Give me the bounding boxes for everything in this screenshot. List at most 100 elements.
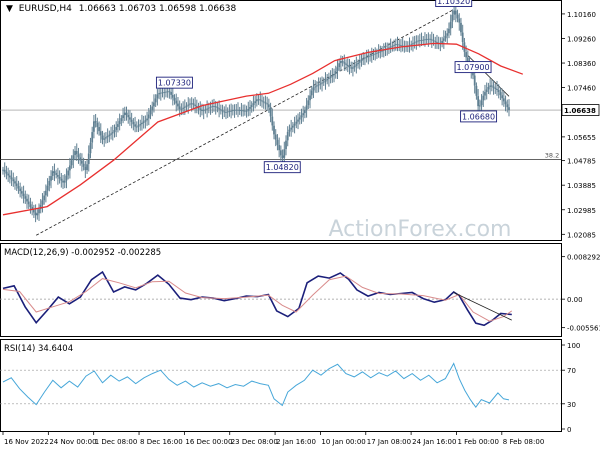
candle-body	[81, 160, 83, 164]
candle-body	[267, 104, 270, 108]
x-axis-label: 1 Dec 08:00	[95, 438, 138, 446]
candle-body	[225, 112, 227, 113]
price-annotation: 1.10320	[435, 0, 473, 7]
candle-body	[502, 98, 505, 102]
candle-body	[235, 109, 238, 111]
x-axis-label: 23 Dec 08:00	[231, 438, 278, 446]
candle-body	[355, 64, 358, 66]
candle-body	[58, 176, 61, 179]
candle-body	[283, 149, 286, 158]
candle-body	[87, 153, 90, 164]
candle-body	[331, 75, 334, 77]
candle-body	[166, 91, 169, 93]
candle-body	[364, 57, 366, 59]
moving-average-line	[2, 42, 524, 216]
price-annotation-box	[454, 61, 492, 74]
candle-body	[424, 39, 426, 41]
candle-body	[302, 113, 305, 116]
candle-body	[41, 200, 44, 205]
candle-body	[484, 92, 486, 96]
candle-body	[398, 44, 401, 46]
candle-body	[185, 105, 188, 107]
candle-body	[350, 67, 353, 69]
candle-body	[177, 103, 179, 107]
candle-body	[357, 62, 359, 65]
macd-layer	[0, 270, 561, 327]
candle-body	[420, 40, 423, 41]
candle-body	[195, 105, 198, 108]
candle-body	[432, 40, 435, 42]
candle-body	[475, 85, 478, 96]
candle-body	[48, 180, 51, 186]
candle-body	[56, 174, 59, 177]
candle-body	[264, 102, 267, 104]
candle-body	[303, 110, 306, 114]
candle-body	[230, 110, 233, 112]
x-axis-label: 1 Feb 00:00	[457, 438, 498, 446]
candle-body	[278, 145, 281, 151]
candle-body	[454, 10, 457, 15]
candle-body	[425, 39, 428, 40]
candle-body	[190, 103, 193, 105]
candle-body	[295, 121, 298, 124]
candle-body	[34, 212, 37, 216]
candle-body	[67, 170, 70, 176]
candle-body	[173, 97, 176, 101]
candle-body	[182, 107, 184, 109]
candle-body	[137, 125, 140, 127]
candle-body	[226, 111, 229, 113]
axis-layer: 1.101601.092601.083601.074601.065601.056…	[2, 11, 600, 446]
candle-body	[105, 137, 107, 139]
candle-body	[238, 110, 241, 111]
candle-body	[60, 178, 63, 181]
candle-body	[149, 110, 152, 115]
candle-body	[214, 106, 217, 108]
candle-body	[305, 105, 308, 111]
macd-series-signal	[2, 275, 513, 322]
candle-body	[111, 132, 114, 134]
candle-body	[451, 14, 454, 22]
candle-body	[154, 98, 157, 103]
candle-body	[39, 204, 42, 210]
candle-body	[231, 110, 234, 112]
candle-body	[446, 33, 449, 36]
candle-body	[504, 101, 507, 105]
candle-body	[341, 61, 344, 63]
candle-body	[252, 103, 255, 106]
candle-body	[442, 38, 445, 41]
candle-body	[70, 160, 73, 166]
candle-body	[183, 106, 186, 108]
symbol-label: EURUSD,H4	[19, 4, 72, 14]
candle-body	[99, 131, 102, 136]
candle-body	[317, 84, 320, 86]
candle-body	[43, 195, 46, 201]
candle-body	[55, 173, 58, 175]
price-axis-tick-label: 1.03885	[567, 182, 596, 190]
candle-body	[7, 173, 10, 176]
candle-body	[156, 94, 159, 99]
candle-body	[334, 71, 337, 74]
candle-body	[15, 183, 18, 186]
candle-body	[273, 125, 275, 135]
price-annotation-box	[155, 76, 193, 89]
candle-body	[288, 129, 291, 132]
fib-level-label: 38.2	[545, 151, 559, 159]
candle-body	[110, 133, 112, 135]
candle-body	[50, 176, 52, 181]
x-axis-label: 2 Jan 16:00	[276, 438, 316, 446]
candle-body	[151, 106, 154, 111]
candle-body	[180, 108, 183, 110]
candle-body	[429, 38, 431, 40]
candle-body	[38, 209, 40, 214]
candle-body	[412, 43, 414, 45]
candle-body	[91, 132, 94, 143]
candle-body	[257, 99, 260, 101]
rsi-series-line	[2, 362, 510, 409]
x-axis-label: 8 Feb 08:00	[503, 438, 544, 446]
candle-body	[242, 110, 245, 112]
candle-body	[501, 95, 504, 99]
candle-body	[94, 121, 97, 123]
candle-body	[261, 100, 263, 102]
candle-body	[374, 53, 377, 55]
candle-body	[389, 46, 392, 48]
